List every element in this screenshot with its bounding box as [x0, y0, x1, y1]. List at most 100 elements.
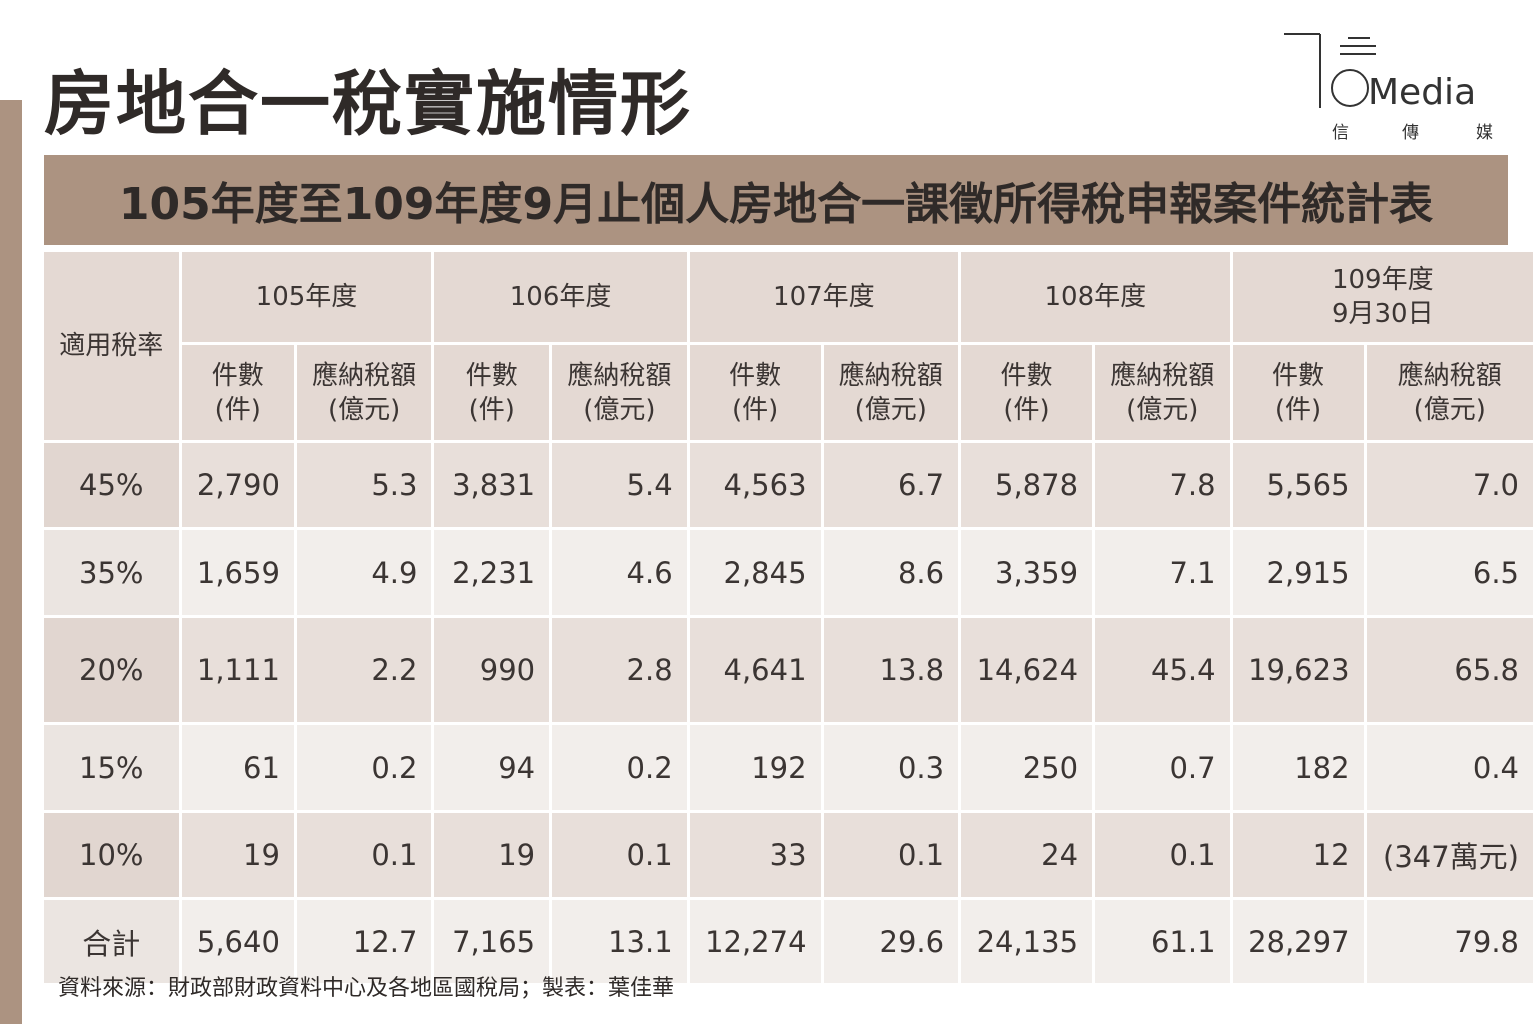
data-row: 45% 2,790 5.3 3,831 5.4 4,563 6.7 5,878 7.8 5,565… [44, 443, 1533, 527]
value-cell: 182 [1232, 725, 1364, 810]
header-cell: 適用稅率 [44, 252, 179, 440]
value-cell: 192 [689, 725, 821, 810]
data-row: 10% 19 0.1 19 0.1 33 0.1 24 0.1 12 (347萬元) [44, 813, 1533, 897]
header-line: (億元) [854, 394, 927, 425]
source-note: 資料來源：財政部財政資料中心及各地區國稅局；製表：葉佳華 [58, 976, 675, 1001]
logo: Media 信 傳 媒 [1284, 33, 1493, 143]
value-cell: 94 [434, 725, 550, 810]
logo-subtitle: 傳 [1402, 123, 1419, 143]
year-header: 108年度 [961, 252, 1230, 342]
value-cell: 5,878 [961, 443, 1093, 527]
value-cell: 3,831 [434, 443, 550, 527]
header-line: 109年度 [1331, 265, 1434, 295]
value-cell: 0.1 [552, 813, 687, 897]
logo-subtitle: 信 [1332, 123, 1349, 143]
header-line: 件數 [465, 360, 518, 391]
value-cell: 0.4 [1366, 725, 1533, 810]
data-row: 20% 1,111 2.2 990 2.8 4,641 13.8 14,624 45.4 19,6… [44, 618, 1533, 722]
rate-cell: 45% [44, 443, 179, 527]
value-cell: 13.8 [823, 618, 959, 722]
logo-text: Media [1368, 72, 1476, 113]
value-cell: 0.1 [1095, 813, 1230, 897]
value-cell: 4.6 [552, 530, 687, 615]
value-cell: 24 [961, 813, 1093, 897]
value-cell: 79.8 [1366, 900, 1533, 983]
value-cell: 0.3 [823, 725, 959, 810]
header-line: (億元) [1126, 394, 1199, 425]
year-header: 106年度 [434, 252, 687, 342]
header-line: (億元) [328, 394, 401, 425]
rate-cell: 10% [44, 813, 179, 897]
value-cell: 990 [434, 618, 550, 722]
header-line: 108年度 [1044, 282, 1147, 312]
value-cell: 6.5 [1366, 530, 1533, 615]
header-line: 應納稅額 [312, 360, 417, 391]
header-line: 件數 [211, 360, 264, 391]
side-bar [0, 100, 22, 1024]
value-cell: 0.7 [1095, 725, 1230, 810]
value-cell: 4,563 [689, 443, 821, 527]
year-header: 109年度 9月30日 [1232, 252, 1533, 342]
data-row: 15% 61 0.2 94 0.2 192 0.3 250 0.7 182 0.4 [44, 725, 1533, 810]
value-cell: 19,623 [1232, 618, 1364, 722]
header-line: (件) [1003, 394, 1050, 425]
value-cell: 2.8 [552, 618, 687, 722]
value-cell: 5,565 [1232, 443, 1364, 527]
value-cell: 0.1 [823, 813, 959, 897]
value-cell: 14,624 [961, 618, 1093, 722]
header-line: (件) [731, 394, 779, 425]
header-line: 件數 [1272, 360, 1325, 391]
header-line: 件數 [729, 360, 782, 391]
value-cell: 28,297 [1232, 900, 1364, 983]
logo-subtitle: 媒 [1476, 123, 1493, 143]
header-line: 9月30日 [1331, 299, 1434, 329]
sub-header: 件數 (件) [181, 345, 294, 440]
header-line: (件) [214, 394, 261, 425]
value-cell: 4,641 [689, 618, 821, 722]
value-cell: 5,640 [181, 900, 294, 983]
sub-header: 件數 (件) [1232, 345, 1364, 440]
header-line: (件) [1274, 394, 1322, 425]
value-cell: 0.2 [552, 725, 687, 810]
value-cell: 1,659 [181, 530, 294, 615]
value-cell: 1,111 [181, 618, 294, 722]
value-cell: 2,845 [689, 530, 821, 615]
value-cell: 24,135 [961, 900, 1093, 983]
sub-header: 件數 (件) [434, 345, 550, 440]
value-cell: 2.2 [296, 618, 432, 722]
rate-cell: 合計 [44, 900, 179, 983]
header-line: 107年度 [773, 282, 875, 312]
data-table: 適用稅率 105年度 106年度 107年度 108年度 109年度 9月30日 件數 (件) 應… [41, 249, 1536, 986]
header-row: 適用稅率 105年度 106年度 107年度 108年度 109年度 9月30日 [44, 252, 1533, 440]
value-cell: 6.7 [823, 443, 959, 527]
sub-header: 件數 (件) [689, 345, 821, 440]
value-cell: 7,165 [434, 900, 550, 983]
value-cell: 3,359 [961, 530, 1093, 615]
header-line: 105年度 [255, 282, 358, 312]
header-line: 應納稅額 [1397, 360, 1502, 391]
value-cell: 7.8 [1095, 443, 1230, 527]
value-cell: 19 [181, 813, 294, 897]
data-row: 35% 1,659 4.9 2,231 4.6 2,845 8.6 3,359 7.1 2,915… [44, 530, 1533, 615]
sub-header: 應納稅額 (億元) [1095, 345, 1230, 440]
value-cell: 7.1 [1095, 530, 1230, 615]
page-title: 房地合一稅實施情形 [44, 63, 692, 145]
header-row: 件數 (件) 應納稅額 (億元) 件數 (件) 應納稅額 (億元) 件數 (件) 應納稅額 (億元) 件… [44, 345, 1533, 440]
value-cell: 45.4 [1095, 618, 1230, 722]
value-cell: 4.9 [296, 530, 432, 615]
sub-header: 應納稅額 (億元) [552, 345, 687, 440]
value-cell: 61.1 [1095, 900, 1230, 983]
rate-cell: 35% [44, 530, 179, 615]
year-header: 105年度 [181, 252, 432, 342]
value-cell: 8.6 [823, 530, 959, 615]
value-cell: 19 [434, 813, 550, 897]
value-cell: 2,231 [434, 530, 550, 615]
value-cell: 33 [689, 813, 821, 897]
sub-header: 應納稅額 (億元) [1366, 345, 1533, 440]
value-cell: 2,915 [1232, 530, 1364, 615]
year-header: 107年度 [689, 252, 959, 342]
value-cell: 61 [181, 725, 294, 810]
header-line: 應納稅額 [567, 360, 672, 391]
rate-cell: 20% [44, 618, 179, 722]
value-cell: 7.0 [1366, 443, 1533, 527]
